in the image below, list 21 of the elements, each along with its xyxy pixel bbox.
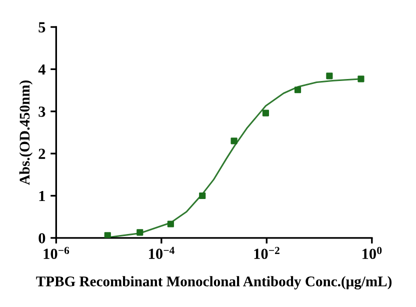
point (294, 86, 302, 94)
x-axis-title: TPBG Recombinant Monoclonal Antibody Conc.(μg/mL) (36, 276, 392, 290)
y-axis-title: Abs.(OD.450nm) (19, 80, 33, 185)
y-tick-label: 4 (38, 64, 46, 74)
point (262, 110, 270, 116)
x-tick-label: 10$^{−4}$ (149, 246, 174, 259)
point (104, 232, 111, 238)
point (358, 76, 364, 82)
y-tick-label: 3 (38, 106, 46, 117)
y-tick-label: 2 (38, 148, 46, 159)
point (136, 229, 144, 236)
point (167, 220, 174, 228)
x-tick-label: 10$^{−2}$ (254, 246, 280, 260)
y-tick-label: 0 (38, 233, 46, 244)
y-tick-label: 1 (39, 190, 45, 202)
point (230, 138, 238, 144)
x-tick-label: 10$^{0}$ (362, 246, 382, 260)
point (199, 192, 206, 200)
point (326, 72, 333, 80)
y-tick-label: 5 (38, 22, 46, 32)
x-tick-label: 10$^{−6}$ (44, 246, 70, 260)
